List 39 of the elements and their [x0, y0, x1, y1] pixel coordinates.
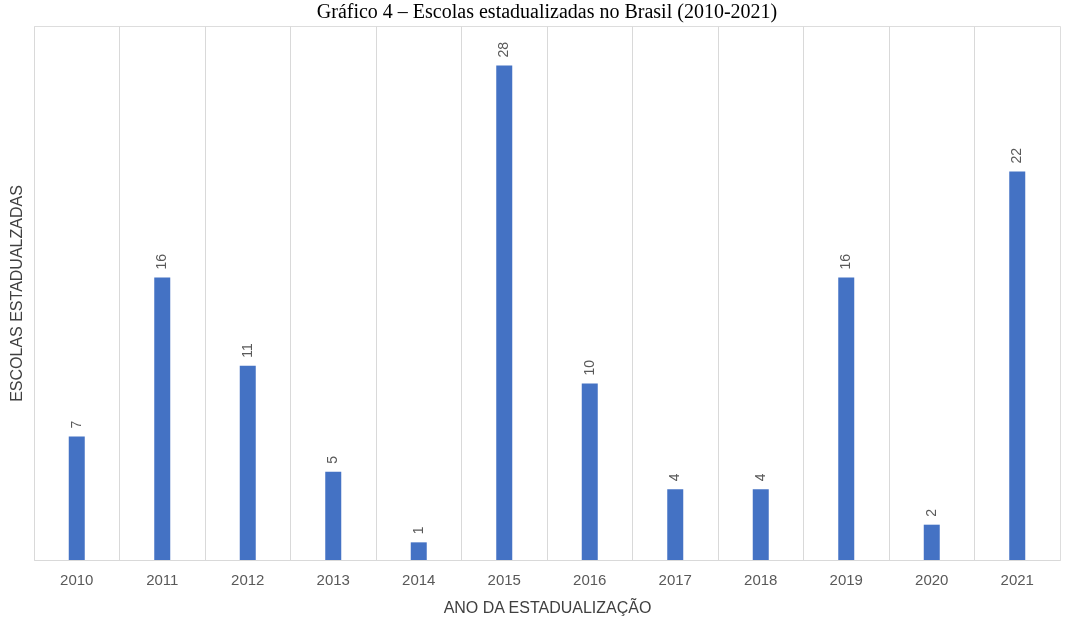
data-label: 16 — [153, 253, 170, 270]
data-label: 10 — [580, 359, 597, 376]
x-tick-label: 2011 — [146, 570, 179, 588]
data-label: 2 — [922, 508, 939, 517]
bar — [1009, 171, 1026, 560]
data-label: 5 — [324, 455, 341, 464]
data-label: 22 — [1008, 147, 1025, 164]
x-axis-title: ANO DA ESTADUALIZAÇÃO — [443, 596, 652, 616]
x-tick-label: 2019 — [829, 570, 863, 588]
bar — [752, 489, 769, 560]
x-tick-label: 2010 — [60, 570, 94, 588]
x-tick-label: 2015 — [487, 570, 521, 588]
bar — [325, 471, 342, 560]
data-label: 1 — [409, 526, 426, 535]
bar — [923, 524, 940, 560]
x-tick-label: 2016 — [573, 570, 607, 588]
x-tick-label: 2012 — [231, 570, 265, 588]
chart-title: Gráfico 4 – Escolas estadualizadas no Brasil (2010-2021) — [316, 0, 778, 23]
bar — [154, 277, 171, 560]
data-label: 16 — [837, 253, 854, 270]
data-label: 4 — [666, 473, 683, 482]
x-tick-label: 2018 — [744, 570, 778, 588]
y-axis-title: ESCOLAS ESTADUALZADAS — [7, 185, 25, 402]
x-tick-label: 2017 — [658, 570, 692, 588]
x-tick-label: 2013 — [316, 570, 350, 588]
x-tick-label: 2021 — [1000, 570, 1034, 588]
data-label: 28 — [495, 41, 512, 58]
data-label: 7 — [67, 420, 84, 429]
bar — [410, 542, 427, 560]
bar — [68, 436, 85, 560]
bar — [239, 365, 256, 560]
bar — [667, 489, 684, 560]
data-label: 4 — [751, 473, 768, 482]
bar — [838, 277, 855, 560]
bar — [581, 383, 598, 560]
data-label: 11 — [238, 343, 255, 358]
x-tick-label: 2020 — [915, 570, 949, 588]
x-tick-label: 2014 — [402, 570, 436, 588]
bar — [496, 65, 513, 560]
